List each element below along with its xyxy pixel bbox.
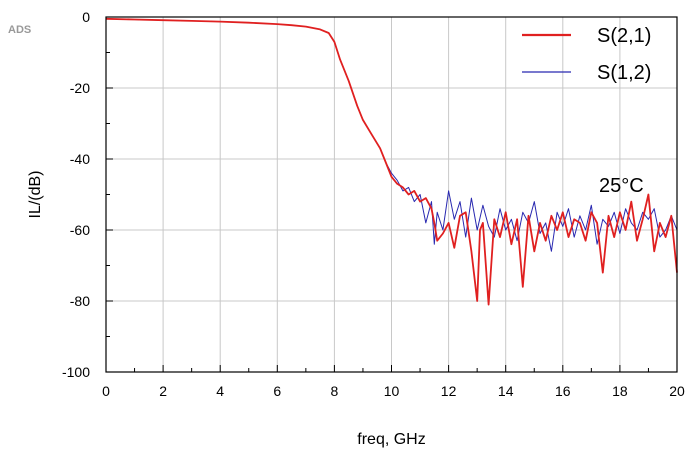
x-tick-label: 20 (669, 383, 685, 399)
y-tick-label: -20 (70, 80, 90, 96)
x-tick-label: 12 (441, 383, 457, 399)
plot-frame (105, 16, 678, 373)
y-tick-label: -40 (70, 151, 90, 167)
y-tick-label: -60 (70, 222, 90, 238)
grid (106, 17, 677, 372)
legend: S(2,1) S(1,2) (522, 25, 651, 84)
temperature-annotation: 25°C (599, 175, 644, 197)
series-layer (105, 17, 678, 306)
legend-label: S(1,2) (597, 62, 651, 84)
x-tick-label: 2 (159, 383, 167, 399)
x-tick-label: 18 (612, 383, 628, 399)
y-tick-label: -80 (70, 293, 90, 309)
x-tick-label: 16 (555, 383, 571, 399)
tick-labels: 0 2 4 6 8 10 12 14 16 18 20 -100 -80 -60 -40 -20 0 (62, 9, 685, 399)
x-axis-label: freq, GHz (357, 431, 425, 448)
x-tick-label: 10 (384, 383, 400, 399)
legend-label: S(2,1) (597, 25, 651, 47)
y-tick-label: 0 (82, 9, 90, 25)
x-tick-label: 6 (273, 383, 281, 399)
y-tick-label: -100 (62, 364, 90, 380)
x-tick-label: 8 (331, 383, 339, 399)
series-line-s21 (105, 17, 678, 306)
x-tick-label: 4 (216, 383, 224, 399)
x-tick-label: 0 (102, 383, 110, 399)
y-axis-label: IL/(dB) (27, 170, 44, 218)
ads-watermark: ADS (8, 24, 31, 36)
x-tick-label: 14 (498, 383, 514, 399)
